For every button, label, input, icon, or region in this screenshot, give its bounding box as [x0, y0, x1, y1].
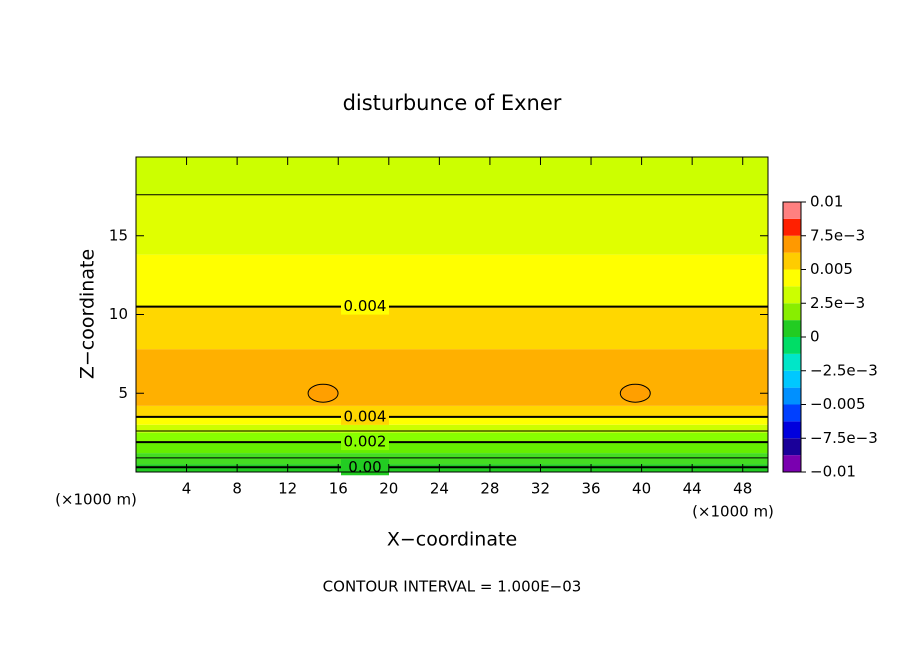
x-tick-label: 48 — [733, 480, 752, 498]
colorbar-tick-label: −0.005 — [810, 395, 866, 413]
colorbar-tick-label: −7.5e−3 — [810, 429, 878, 447]
colorbar-box — [783, 320, 801, 337]
colorbar-box — [783, 252, 801, 270]
colorbar-tick-label: −0.01 — [810, 463, 856, 481]
colorbar-tick-label: 2.5e−3 — [810, 294, 865, 312]
contour-label-bg — [341, 408, 389, 425]
x-tick-label: 16 — [329, 480, 348, 498]
x-tick-label: 4 — [182, 480, 192, 498]
x-tick-label: 44 — [683, 480, 702, 498]
contour-label: 0.004 — [344, 297, 387, 315]
x-tick-label: 8 — [232, 480, 242, 498]
colorbar-box — [783, 337, 801, 354]
colorbar-box — [783, 235, 801, 253]
contour-band — [136, 194, 768, 255]
y-tick-label: 5 — [118, 384, 128, 402]
x-tick-label: 40 — [632, 480, 651, 498]
contour-band — [136, 442, 768, 454]
contour-label-bg — [341, 459, 389, 476]
contour-label: 0.004 — [344, 407, 387, 425]
x-tick-label: 28 — [480, 480, 499, 498]
x-tick-label: 12 — [278, 480, 297, 498]
colorbar-box — [783, 218, 801, 236]
contour-band — [136, 254, 768, 307]
contour-band — [136, 349, 768, 406]
contour-high — [307, 383, 339, 403]
footnote: CONTOUR INTERVAL = 1.000E−03 — [323, 578, 582, 596]
colorbar-tick-label: 0.01 — [810, 193, 843, 211]
colorbar-box — [783, 353, 801, 371]
colorbar-box — [783, 269, 801, 287]
y-tick-label: 15 — [109, 226, 128, 244]
colorbar-box — [783, 421, 801, 439]
colorbar-box — [783, 404, 801, 422]
y-tick-label: 10 — [109, 305, 128, 323]
colorbar-tick-label: 7.5e−3 — [810, 226, 865, 244]
x-tick-label: 24 — [430, 480, 449, 498]
colorbar-box — [783, 387, 801, 405]
contour-band — [136, 306, 768, 350]
colorbar-tick-label: 0.005 — [810, 260, 853, 278]
contour-label-bg — [341, 298, 389, 315]
contour-band — [136, 424, 768, 433]
x-tick-label: 32 — [531, 480, 550, 498]
contour-band — [136, 432, 768, 443]
contour-label: 0.002 — [344, 433, 387, 451]
colorbar-box — [783, 455, 801, 472]
x-tick-label: 20 — [379, 480, 398, 498]
y-axis-label: Z−coordinate — [77, 249, 99, 379]
colorbar-box — [783, 438, 801, 456]
contour-high — [619, 383, 651, 403]
contour-band — [136, 405, 768, 417]
colorbar-tick-label: −2.5e−3 — [810, 361, 878, 379]
contour-band — [136, 157, 768, 195]
contour-label: 0.00 — [348, 458, 381, 476]
contour-label-bg — [341, 434, 389, 451]
chart-title: disturbunce of Exner — [343, 91, 562, 115]
colorbar-tick-label: 0 — [810, 328, 820, 346]
x-axis-label: X−coordinate — [387, 529, 517, 551]
colorbar-box — [783, 202, 801, 219]
colorbar-box — [783, 286, 801, 304]
x-unit-label: (×1000 m) — [692, 503, 774, 521]
colorbar-box — [783, 303, 801, 321]
colorbar-box — [783, 370, 801, 388]
x-unit-label: (×1000 m) — [55, 491, 137, 509]
contour-band — [136, 416, 768, 425]
contour-band — [136, 453, 768, 465]
x-tick-label: 36 — [581, 480, 600, 498]
